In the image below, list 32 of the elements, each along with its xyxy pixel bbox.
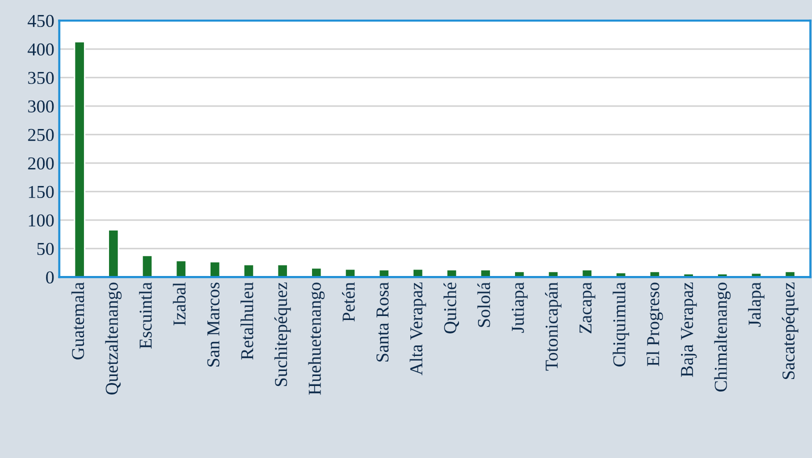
y-tick-label: 0: [46, 271, 54, 284]
x-tick-label: Jutiapa: [512, 282, 528, 333]
y-tick-label: 150: [28, 186, 54, 198]
x-tick-label: Guatemala: [71, 282, 84, 360]
x-tick-label: Quetzaltenango: [105, 282, 122, 395]
y-tick-label: 400: [28, 43, 54, 56]
x-tick-label: Chiquimula: [612, 282, 630, 366]
x-tick-label: Retalhuleu: [240, 282, 254, 360]
x-tick-label: Huehuetenango: [308, 282, 325, 395]
x-tick-label: Petén: [342, 282, 355, 322]
x-tick-label: Sacatepéquez: [782, 282, 798, 379]
x-tick-label: Zacapa: [580, 282, 596, 334]
y-tick-label: 250: [28, 128, 54, 142]
y-tick-label: 350: [28, 72, 54, 84]
x-tick-label: El Progreso: [646, 282, 663, 366]
x-tick-label: Escuintla: [139, 282, 152, 349]
y-tick-label: 200: [28, 157, 54, 170]
x-tick-label: Sololá: [477, 282, 490, 327]
y-tick-label: 50: [37, 242, 54, 256]
x-tick-label: Baja Verapaz: [680, 282, 697, 377]
x-tick-label: Quiché: [444, 282, 460, 334]
x-tick-label: Santa Rosa: [376, 282, 389, 362]
x-tick-label: San Marcos: [207, 282, 220, 366]
x-tick-label: Totonicapán: [545, 282, 562, 371]
x-tick-label: Izabal: [172, 282, 186, 326]
y-tick-label: 300: [28, 100, 54, 113]
x-tick-label: Jalapa: [748, 282, 764, 327]
x-tick-label: Alta Verapaz: [410, 282, 426, 376]
y-tick-label: 450: [28, 14, 54, 28]
y-tick-label: 100: [28, 214, 54, 227]
x-tick-label: Chimaltenango: [714, 282, 731, 392]
x-tick-label: Suchitepéquez: [274, 282, 291, 386]
